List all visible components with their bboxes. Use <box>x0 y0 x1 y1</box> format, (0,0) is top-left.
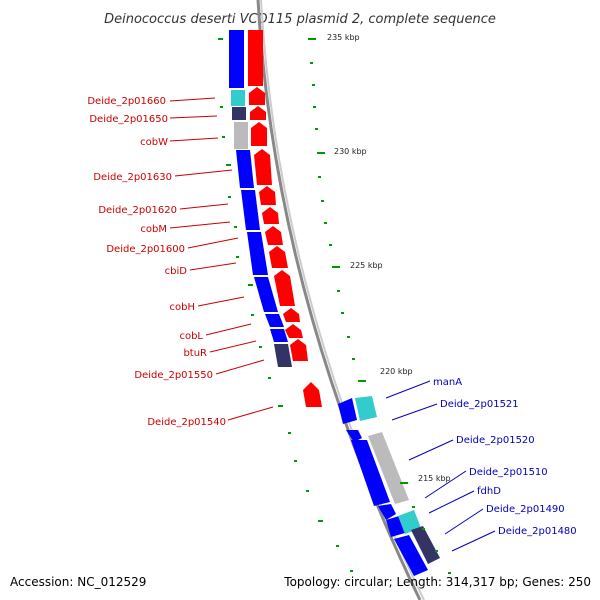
cds-arrow[interactable] <box>303 382 322 407</box>
cds-block[interactable] <box>265 314 284 327</box>
tick-label: 235 kbp <box>327 33 360 42</box>
right-forward-track <box>355 396 440 564</box>
gene-label[interactable]: Deide_2p01630 <box>93 172 172 183</box>
cds-arrow[interactable] <box>250 106 266 120</box>
cds-arrow[interactable] <box>251 122 267 146</box>
gene-label[interactable]: Deide_2p01660 <box>87 96 166 107</box>
cds-arrow[interactable] <box>285 324 303 338</box>
cds-block[interactable] <box>411 526 440 564</box>
gene-label[interactable]: Deide_2p01520 <box>456 435 535 446</box>
gene-label[interactable]: Deide_2p01490 <box>486 504 565 515</box>
cds-block[interactable] <box>394 535 428 576</box>
gene-label[interactable]: btuR <box>183 348 207 359</box>
cds-block[interactable] <box>270 329 288 342</box>
cds-arrow[interactable] <box>265 226 283 245</box>
cds-block[interactable] <box>368 432 409 504</box>
topology-summary: Topology: circular; Length: 314,317 bp; … <box>284 575 591 589</box>
cds-block[interactable] <box>248 30 263 86</box>
cds-block[interactable] <box>229 30 244 88</box>
cds-block[interactable] <box>234 122 248 149</box>
gene-label[interactable]: cobW <box>140 137 168 148</box>
accession-text: Accession: NC_012529 <box>10 575 147 589</box>
cds-arrow[interactable] <box>274 270 295 306</box>
right-reverse-track <box>338 398 428 576</box>
cds-arrow[interactable] <box>346 430 362 442</box>
cds-block[interactable] <box>247 232 268 275</box>
map-title: Deinococcus deserti VCD115 plasmid 2, co… <box>104 12 496 27</box>
left-label-leaders <box>169 97 274 421</box>
cds-block[interactable] <box>254 277 278 312</box>
cds-block[interactable] <box>274 344 292 367</box>
cds-arrow[interactable] <box>378 504 396 520</box>
cds-block[interactable] <box>231 90 245 106</box>
gene-label[interactable]: Deide_2p01550 <box>134 370 213 381</box>
gene-label[interactable]: Deide_2p01620 <box>98 205 177 216</box>
cds-block[interactable] <box>351 440 390 506</box>
sequence-backbone <box>256 0 422 600</box>
tick-label: 230 kbp <box>334 147 367 156</box>
gene-label[interactable]: Deide_2p01540 <box>147 417 226 428</box>
cds-arrow[interactable] <box>262 207 279 224</box>
cds-block[interactable] <box>236 150 254 188</box>
gene-label[interactable]: cbiD <box>165 266 188 277</box>
cds-block[interactable] <box>241 190 260 230</box>
cds-block[interactable] <box>355 396 377 421</box>
gene-label[interactable]: cobM <box>140 224 167 235</box>
gene-label[interactable]: Deide_2p01521 <box>440 399 519 410</box>
gene-label[interactable]: cobH <box>170 302 195 313</box>
tick-marks <box>218 38 451 574</box>
gene-label[interactable]: fdhD <box>477 486 501 497</box>
cds-block[interactable] <box>398 510 421 534</box>
right-label-leaders <box>385 380 496 552</box>
cds-arrow[interactable] <box>283 308 300 322</box>
cds-arrow[interactable] <box>249 87 265 105</box>
forward-strand-track <box>248 30 322 407</box>
gene-label[interactable]: Deide_2p01510 <box>469 467 548 478</box>
tick-label: 225 kbp <box>350 261 383 270</box>
gene-label[interactable]: Deide_2p01600 <box>106 244 185 255</box>
cds-block[interactable] <box>338 398 357 424</box>
cds-arrow[interactable] <box>290 339 308 361</box>
cds-arrow[interactable] <box>259 186 276 205</box>
reverse-strand-track <box>229 30 292 367</box>
gene-label[interactable]: Deide_2p01480 <box>498 526 577 537</box>
cds-arrow[interactable] <box>269 246 288 268</box>
cds-arrow[interactable] <box>254 149 272 185</box>
gene-label[interactable]: manA <box>433 377 462 388</box>
gene-label[interactable]: Deide_2p01650 <box>89 114 168 125</box>
tick-label: 215 kbp <box>418 474 451 483</box>
gene-label[interactable]: cobL <box>179 331 203 342</box>
tick-label: 220 kbp <box>380 367 413 376</box>
cds-block[interactable] <box>232 107 246 120</box>
